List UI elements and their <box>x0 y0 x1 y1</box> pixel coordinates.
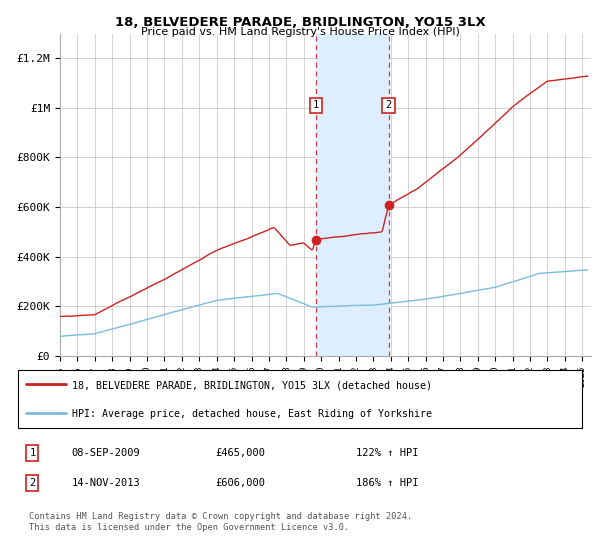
Text: 1: 1 <box>29 447 35 458</box>
Text: Contains HM Land Registry data © Crown copyright and database right 2024.
This d: Contains HM Land Registry data © Crown c… <box>29 512 413 532</box>
Text: 14-NOV-2013: 14-NOV-2013 <box>71 478 140 488</box>
Text: £606,000: £606,000 <box>215 478 265 488</box>
Text: 08-SEP-2009: 08-SEP-2009 <box>71 447 140 458</box>
Text: 18, BELVEDERE PARADE, BRIDLINGTON, YO15 3LX: 18, BELVEDERE PARADE, BRIDLINGTON, YO15 … <box>115 16 485 29</box>
Bar <box>316 34 389 356</box>
Text: Price paid vs. HM Land Registry's House Price Index (HPI): Price paid vs. HM Land Registry's House … <box>140 27 460 37</box>
Text: £465,000: £465,000 <box>215 447 265 458</box>
Text: 122% ↑ HPI: 122% ↑ HPI <box>356 447 419 458</box>
Text: 2: 2 <box>29 478 35 488</box>
Text: 1: 1 <box>313 100 319 110</box>
Text: 18, BELVEDERE PARADE, BRIDLINGTON, YO15 3LX (detached house): 18, BELVEDERE PARADE, BRIDLINGTON, YO15 … <box>71 380 431 390</box>
Text: 2: 2 <box>385 100 392 110</box>
Text: HPI: Average price, detached house, East Riding of Yorkshire: HPI: Average price, detached house, East… <box>71 409 431 419</box>
Text: 186% ↑ HPI: 186% ↑ HPI <box>356 478 419 488</box>
FancyBboxPatch shape <box>18 370 582 428</box>
